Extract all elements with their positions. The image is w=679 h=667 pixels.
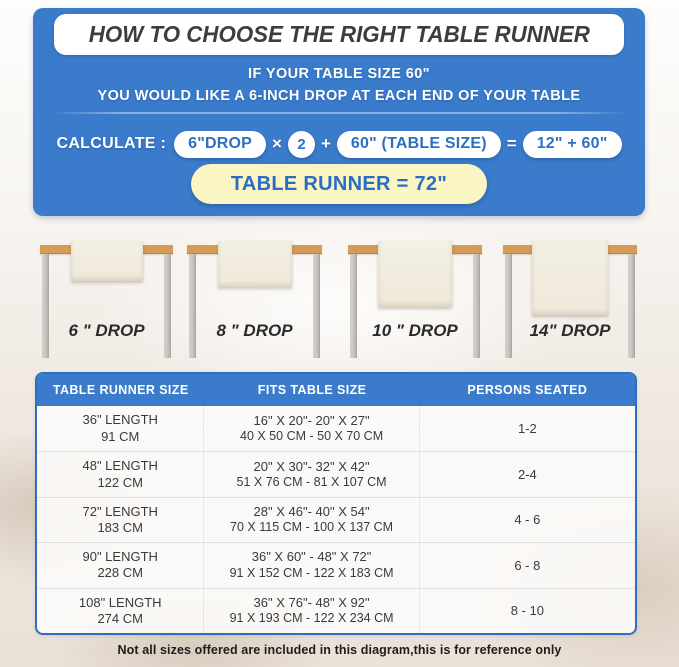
drop-value-pill: 6"DROP [174,130,267,158]
fits-size-cell: 20" X 30"- 32" X 42" 51 X 76 CM - 81 X 1… [204,452,420,497]
runner-result-text: TABLE RUNNER = 72" [230,172,448,195]
title-banner: HOW TO CHOOSE THE RIGHT TABLE RUNNER [54,14,624,55]
table-figure-6-drop: 6 " DROP [40,241,173,360]
table-figure-10-drop: 10 " DROP [348,241,482,360]
multiply-sign: × [272,134,282,153]
subtitle-line-2: YOU WOULD LIKE A 6-INCH DROP AT EACH END… [97,88,581,104]
drop-figures-row: 6 " DROP 8 " DROP 10 " DROP 14" DROP [0,241,679,363]
table-runner-swatch [532,241,608,315]
persons-seated-cell: 2-4 [517,467,537,483]
header-panel: HOW TO CHOOSE THE RIGHT TABLE RUNNER IF … [33,8,645,216]
table-leg [42,254,49,358]
table-figure-14-drop: 14" DROP [503,241,637,360]
table-leg [628,254,635,358]
table-runner-swatch [70,241,143,281]
runner-size-cell: 72" LENGTH 183 CM [37,497,205,543]
sum-pill: 12" + 60" [522,130,622,158]
runner-result-pill: TABLE RUNNER = 72" [191,164,487,204]
col-header-fits-table-size: FITS TABLE SIZE [257,383,367,397]
panel-divider [51,112,627,114]
plus-sign: + [320,134,331,153]
col-header-runner-size: TABLE RUNNER SIZE [52,383,189,397]
size-reference-table: TABLE RUNNER SIZE FITS TABLE SIZE PERSON… [35,372,637,635]
table-leg [505,254,512,358]
calculation-row: CALCULATE : 6"DROP × 2 + 60" (TABLE SIZE… [43,128,635,160]
calculate-label: CALCULATE : [56,135,167,152]
table-leg [313,254,320,358]
persons-seated-cell: 1-2 [517,421,537,437]
table-row: 36" LENGTH 91 CM 16" X 20"- 20" X 27" 40… [37,406,635,452]
drop-label: 14" DROP [529,321,611,340]
fits-size-cell: 28" X 46"- 40" X 54" 70 X 115 CM - 100 X… [204,497,420,543]
table-leg [473,254,480,358]
table-size-pill: 60" (TABLE SIZE) [336,130,501,158]
table-leg [350,254,357,358]
multiplier-badge: 2 [287,130,315,158]
table-figure-8-drop: 8 " DROP [187,241,322,360]
drop-label: 8 " DROP [216,321,293,340]
drop-label: 10 " DROP [372,321,458,340]
table-leg [164,254,171,358]
drop-label: 6 " DROP [68,321,145,340]
table-row: 72" LENGTH 183 CM 28" X 46"- 40" X 54" 7… [37,496,635,543]
fits-size-cell: 36" X 76"- 48" X 92" 91 X 193 CM - 122 X… [204,588,420,633]
table-leg [189,254,196,358]
table-row: 48" LENGTH 122 CM 20" X 30"- 32" X 42" 5… [37,451,635,497]
runner-size-cell: 108" LENGTH 274 CM [37,588,205,633]
table-runner-swatch [217,241,292,287]
persons-seated-cell: 8 - 10 [510,603,544,619]
fits-size-cell: 16" X 20"- 20" X 27" 40 X 50 CM - 50 X 7… [204,406,420,452]
persons-seated-cell: 4 - 6 [514,512,541,528]
disclaimer-note: Not all sizes offered are included in th… [117,643,562,657]
table-runner-swatch [378,241,452,307]
table-row: 108" LENGTH 274 CM 36" X 76"- 48" X 92" … [37,587,635,633]
runner-size-cell: 36" LENGTH 91 CM [37,406,205,452]
col-header-persons-seated: PERSONS SEATED [467,383,588,397]
page-title: HOW TO CHOOSE THE RIGHT TABLE RUNNER [88,21,590,47]
fits-size-cell: 36" X 60" - 48" X 72" 91 X 152 CM - 122 … [204,543,420,588]
subtitle-line-1: IF YOUR TABLE SIZE 60" [248,66,430,82]
runner-size-cell: 48" LENGTH 122 CM [37,452,205,497]
table-row: 90" LENGTH 228 CM 36" X 60" - 48" X 72" … [37,542,635,588]
runner-size-cell: 90" LENGTH 228 CM [37,543,205,588]
equals-sign: = [506,134,517,153]
table-header-row: TABLE RUNNER SIZE FITS TABLE SIZE PERSON… [37,374,635,406]
persons-seated-cell: 6 - 8 [514,557,541,573]
